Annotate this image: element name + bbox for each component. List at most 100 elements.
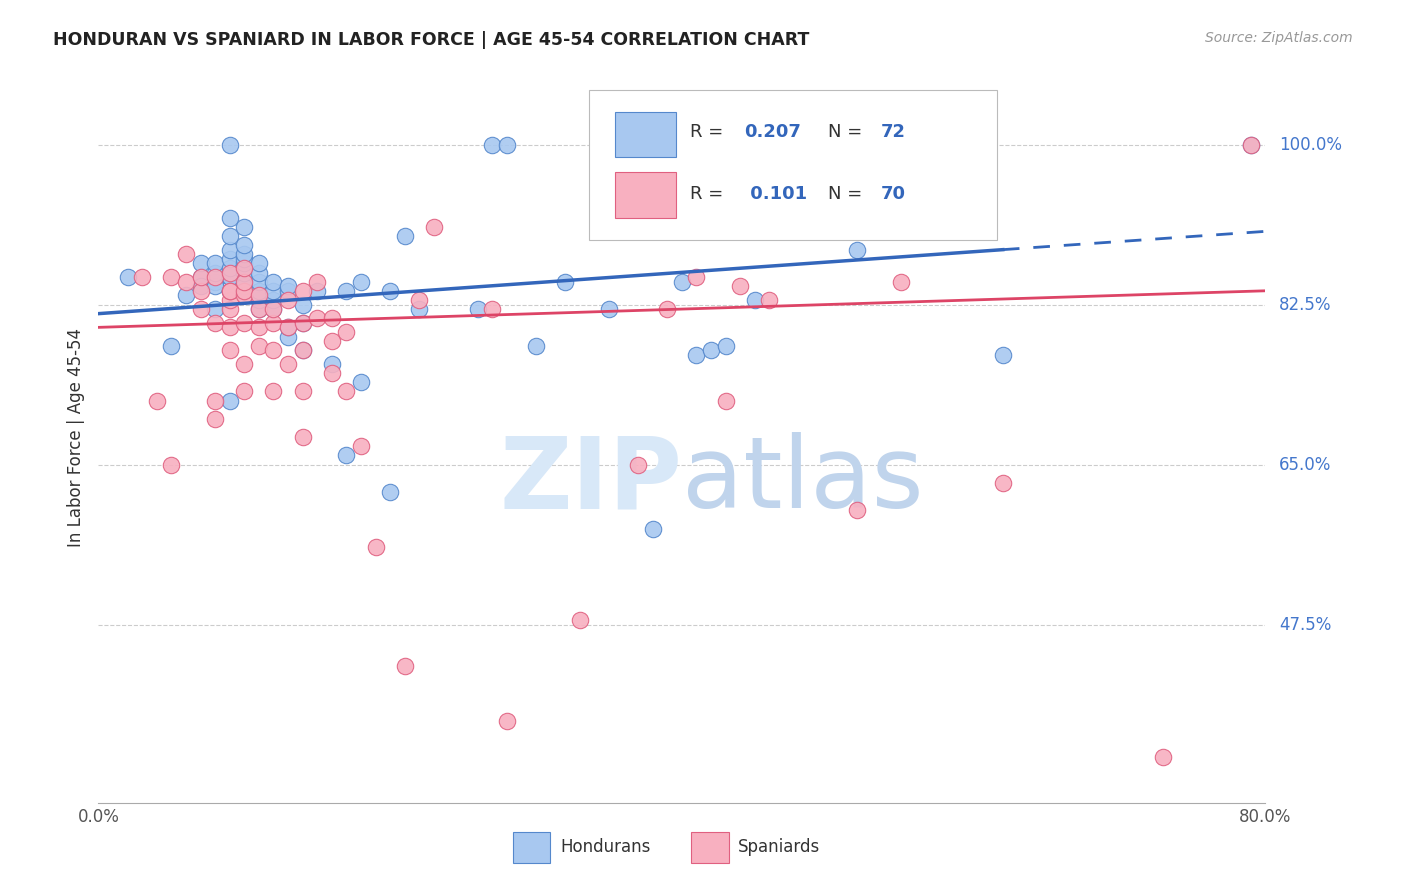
Point xyxy=(277,279,299,293)
Point xyxy=(174,275,197,289)
Point xyxy=(190,270,212,285)
Point xyxy=(218,260,240,275)
Point xyxy=(247,256,270,270)
Point xyxy=(291,316,314,330)
FancyBboxPatch shape xyxy=(616,112,676,157)
Point xyxy=(204,275,226,289)
Point xyxy=(218,270,240,285)
Point xyxy=(335,284,357,298)
Point xyxy=(481,137,503,152)
Text: R =: R = xyxy=(690,123,723,141)
Point xyxy=(190,284,212,298)
Point xyxy=(291,297,314,311)
Point xyxy=(335,448,357,462)
Point xyxy=(291,343,314,358)
Point xyxy=(204,256,226,270)
Point xyxy=(758,293,780,307)
Point xyxy=(714,393,737,408)
Point xyxy=(262,301,284,317)
Point xyxy=(218,228,240,243)
Point xyxy=(335,384,357,399)
Point xyxy=(233,238,256,252)
Point xyxy=(554,275,576,289)
Point xyxy=(277,357,299,371)
Point xyxy=(218,243,240,257)
Point xyxy=(904,137,927,152)
Text: Spaniards: Spaniards xyxy=(738,838,820,855)
FancyBboxPatch shape xyxy=(513,832,550,863)
Point xyxy=(350,275,373,289)
Point xyxy=(218,270,240,285)
FancyBboxPatch shape xyxy=(692,832,728,863)
Point xyxy=(204,393,226,408)
Point xyxy=(190,301,212,317)
Point xyxy=(364,540,387,554)
Text: atlas: atlas xyxy=(682,433,924,530)
Text: HONDURAN VS SPANIARD IN LABOR FORCE | AGE 45-54 CORRELATION CHART: HONDURAN VS SPANIARD IN LABOR FORCE | AG… xyxy=(53,31,810,49)
Text: 72: 72 xyxy=(880,123,905,141)
Point xyxy=(218,211,240,225)
Point xyxy=(335,325,357,339)
Point xyxy=(291,284,314,298)
Point xyxy=(262,384,284,399)
Point xyxy=(247,338,270,352)
Point xyxy=(307,284,329,298)
Point xyxy=(233,284,256,298)
FancyBboxPatch shape xyxy=(589,89,997,240)
Point xyxy=(685,270,707,285)
Text: N =: N = xyxy=(828,185,862,202)
Text: 100.0%: 100.0% xyxy=(1279,136,1343,153)
Point xyxy=(380,284,402,298)
Point xyxy=(233,384,256,399)
Point xyxy=(233,247,256,261)
Point xyxy=(467,301,489,317)
Text: Source: ZipAtlas.com: Source: ZipAtlas.com xyxy=(1205,31,1353,45)
Point xyxy=(247,320,270,334)
Point xyxy=(262,275,284,289)
Point xyxy=(262,316,284,330)
Text: 47.5%: 47.5% xyxy=(1279,615,1331,633)
Point xyxy=(174,247,197,261)
Point xyxy=(218,252,240,266)
Point xyxy=(657,301,679,317)
Point xyxy=(321,311,343,326)
Point xyxy=(262,293,284,307)
Point xyxy=(218,320,240,334)
Point xyxy=(671,275,693,289)
Point xyxy=(160,270,183,285)
Point xyxy=(233,284,256,298)
Point xyxy=(247,275,270,289)
Point xyxy=(730,279,752,293)
Point xyxy=(146,393,169,408)
Point xyxy=(218,284,240,298)
Point xyxy=(423,219,446,234)
Point xyxy=(291,430,314,444)
Point xyxy=(277,320,299,334)
Point xyxy=(408,301,430,317)
Point xyxy=(846,503,869,517)
Point xyxy=(204,266,226,280)
Point xyxy=(190,279,212,293)
Point xyxy=(233,256,256,270)
Point xyxy=(204,301,226,317)
Y-axis label: In Labor Force | Age 45-54: In Labor Force | Age 45-54 xyxy=(66,327,84,547)
Point xyxy=(700,343,723,358)
Point xyxy=(277,320,299,334)
Point xyxy=(233,260,256,275)
Point xyxy=(481,301,503,317)
Point xyxy=(160,338,183,352)
Point xyxy=(291,384,314,399)
Point xyxy=(218,284,240,298)
Point xyxy=(218,393,240,408)
Point xyxy=(233,357,256,371)
Point xyxy=(218,266,240,280)
Point xyxy=(247,288,270,302)
Point xyxy=(991,475,1014,490)
Point xyxy=(1152,750,1174,764)
Point xyxy=(218,293,240,307)
Point xyxy=(1240,137,1263,152)
Point xyxy=(496,137,519,152)
Point xyxy=(307,275,329,289)
Point xyxy=(350,439,373,453)
Point xyxy=(291,316,314,330)
